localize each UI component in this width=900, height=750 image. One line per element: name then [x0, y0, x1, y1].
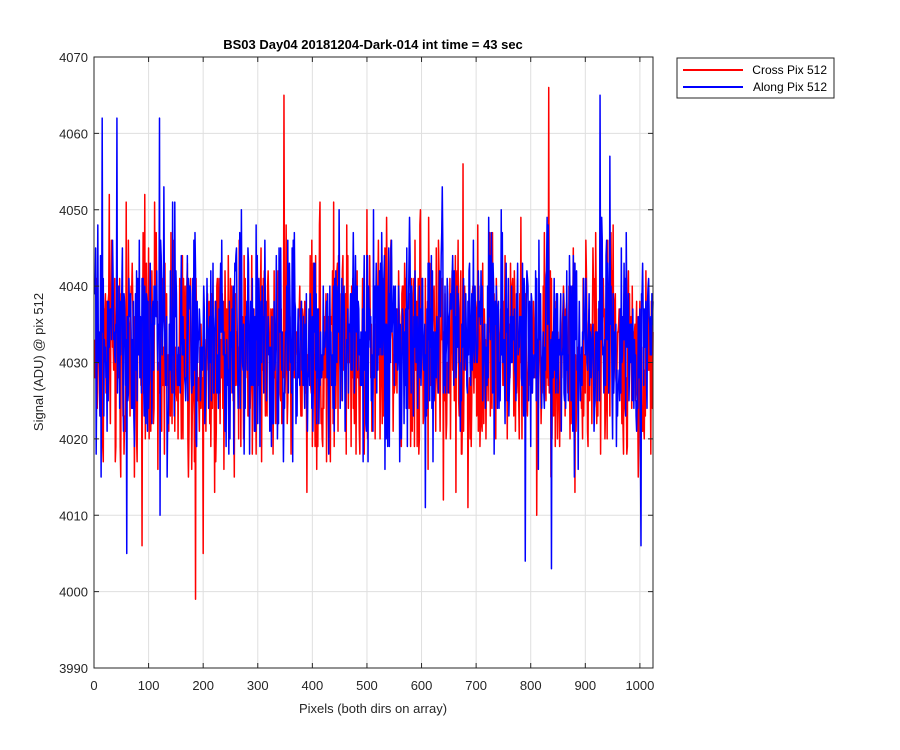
- y-tick-label: 4030: [59, 356, 88, 371]
- y-axis-label: Signal (ADU) @ pix 512: [31, 293, 46, 431]
- y-tick-label: 3990: [59, 661, 88, 676]
- series-layer: [93, 86, 654, 601]
- x-axis-label: Pixels (both dirs on array): [299, 701, 447, 716]
- x-tick-label: 800: [520, 678, 542, 693]
- legend-box: [676, 57, 835, 99]
- y-tick-label: 4070: [59, 50, 88, 65]
- x-tick-label: 600: [411, 678, 433, 693]
- x-tick-label: 700: [465, 678, 487, 693]
- chart-title: BS03 Day04 20181204-Dark-014 int time = …: [223, 37, 523, 52]
- x-tick-label: 900: [574, 678, 596, 693]
- x-tick-label: 200: [192, 678, 214, 693]
- legend-label-cross: Cross Pix 512: [752, 63, 827, 77]
- series-line-along: [93, 94, 654, 570]
- y-tick-label: 4050: [59, 203, 88, 218]
- x-tick-label: 500: [356, 678, 378, 693]
- legend: Cross Pix 512 Along Pix 512: [676, 57, 835, 99]
- y-tick-label: 4020: [59, 432, 88, 447]
- y-tick-label: 4010: [59, 508, 88, 523]
- x-axis: 0 100 200 300 400 500 600 700 800 900 1000: [90, 57, 654, 693]
- y-tick-label: 4060: [59, 126, 88, 141]
- x-tick-label: 0: [90, 678, 97, 693]
- x-tick-label: 400: [302, 678, 324, 693]
- x-tick-label: 100: [138, 678, 160, 693]
- y-tick-label: 4040: [59, 279, 88, 294]
- y-tick-label: 4000: [59, 585, 88, 600]
- x-tick-label: 1000: [625, 678, 654, 693]
- y-axis: 3990 4000 4010 4020 4030 4040 4050 4060 4070: [59, 50, 653, 676]
- legend-label-along: Along Pix 512: [753, 80, 827, 94]
- x-tick-label: 300: [247, 678, 269, 693]
